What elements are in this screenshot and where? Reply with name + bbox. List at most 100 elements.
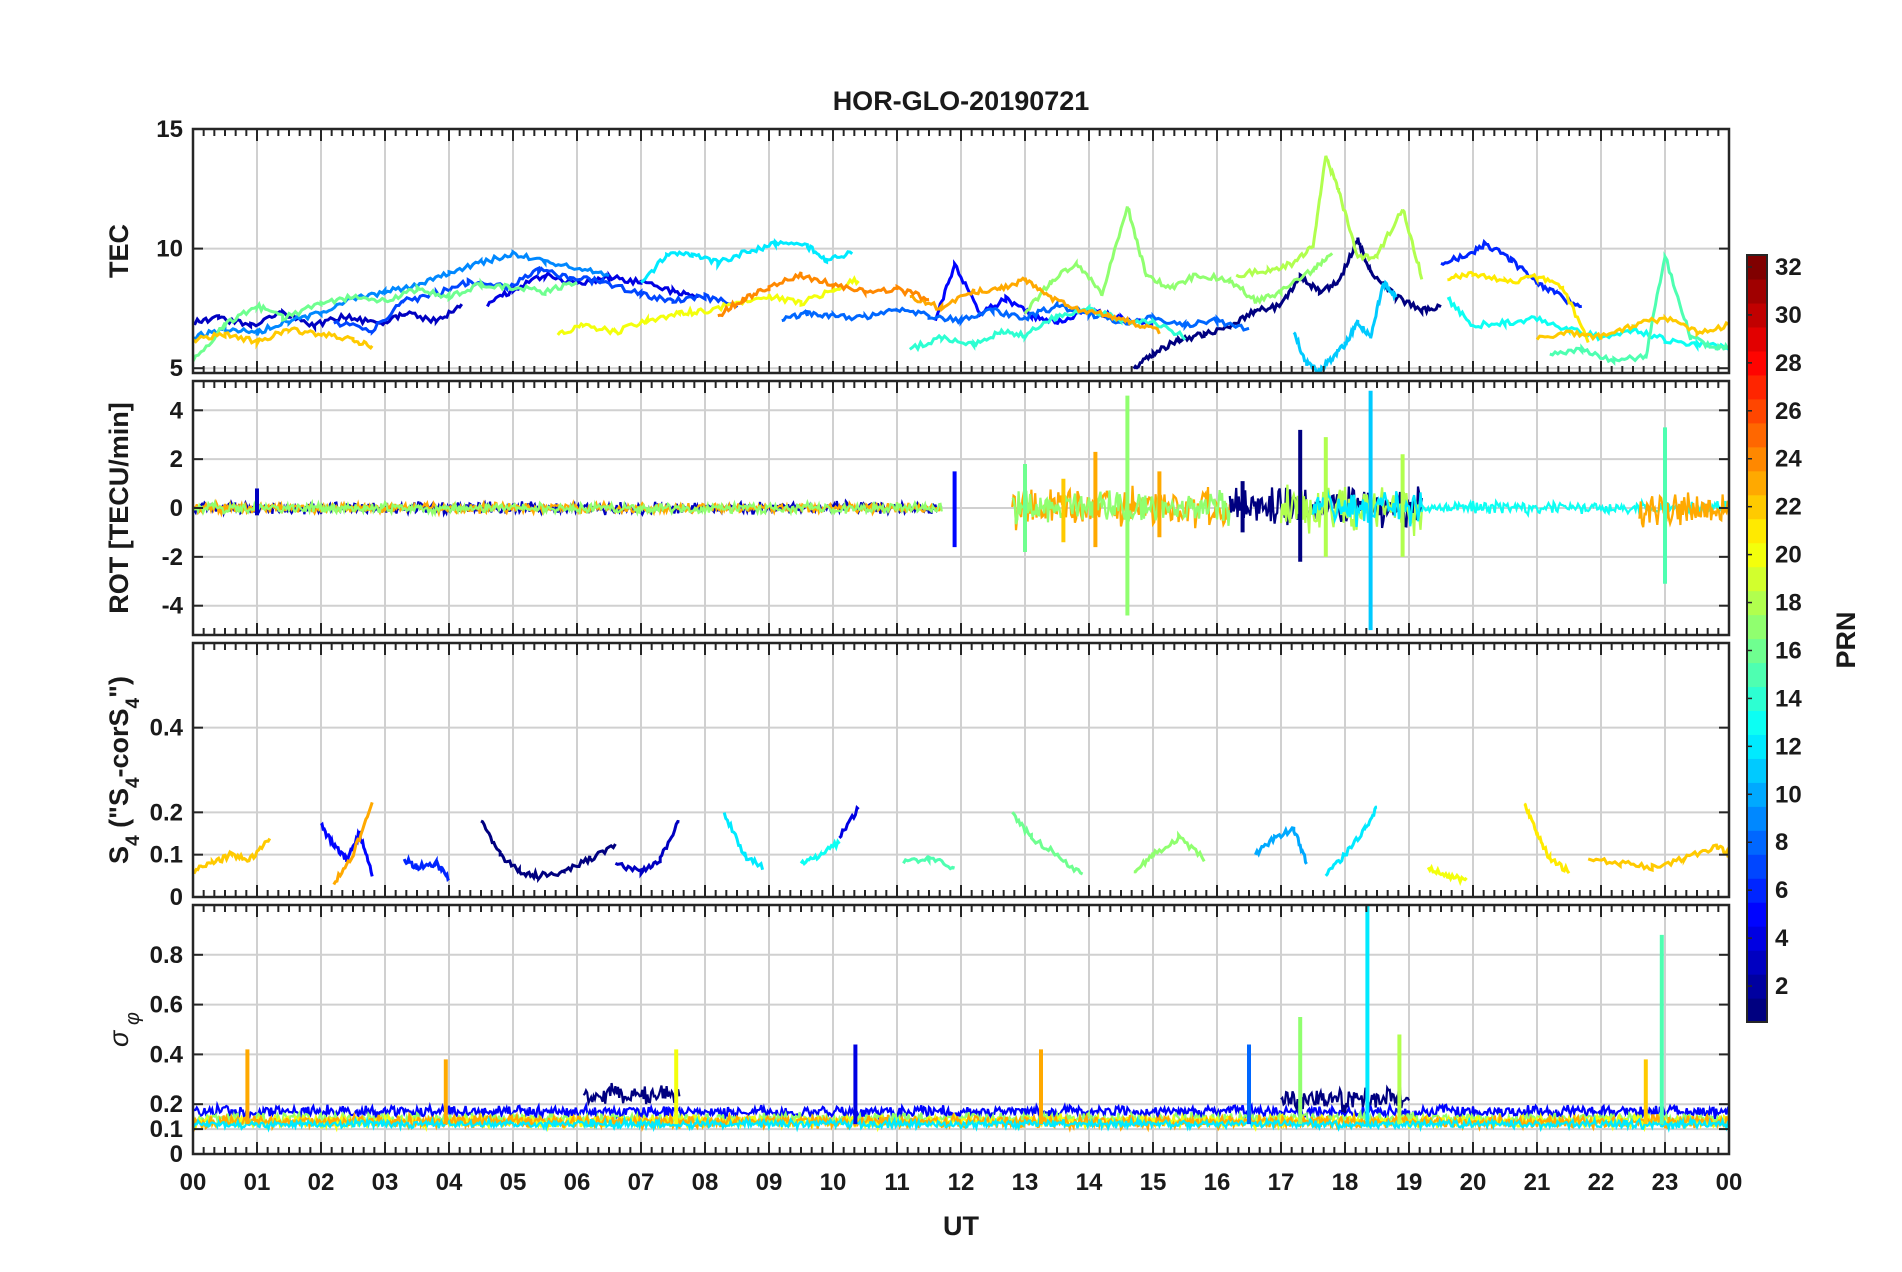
noise-band — [582, 1082, 681, 1107]
colorbar-frame — [1746, 254, 1768, 1023]
series-prn-15 — [1549, 251, 1729, 366]
y-tick-label: 0 — [170, 1141, 183, 1168]
x-tick-label: 00 — [180, 1169, 207, 1196]
series-prn-20 — [1426, 863, 1468, 886]
colorbar-tick-label: 18 — [1775, 590, 1802, 617]
colorbar-segment — [1747, 566, 1767, 592]
y-axis-label-sigma: σ φ — [104, 1012, 144, 1047]
y-axis-label-s4: S4 ("S4-corS4") — [104, 676, 144, 864]
x-tick-label: 06 — [564, 1169, 591, 1196]
series-prn-22 — [1535, 313, 1729, 342]
colorbar-segment — [1747, 326, 1767, 352]
colorbar-tick-label: 4 — [1775, 925, 1789, 952]
plot-area-s4 — [193, 801, 1729, 886]
y-tick-label: 0.4 — [150, 1041, 184, 1068]
series-prn-23 — [909, 276, 1161, 335]
series-prn-24 — [717, 271, 930, 318]
colorbar-tick-label: 2 — [1775, 973, 1788, 1000]
colorbar-tick-label: 26 — [1775, 398, 1802, 425]
series-prn-17 — [1133, 830, 1206, 874]
y-tick-label: 5 — [170, 355, 183, 382]
colorbar-segment — [1747, 902, 1767, 927]
colorbar-segment — [1747, 638, 1767, 664]
series-prn-1 — [1132, 237, 1442, 370]
colorbar-segment — [1747, 590, 1767, 616]
colorbar-segment — [1747, 374, 1767, 400]
colorbar-segment — [1747, 494, 1767, 520]
series-prn-3 — [193, 303, 464, 333]
colorbar-tick-label: 12 — [1775, 733, 1802, 760]
y-tick-label: 0 — [170, 884, 183, 911]
x-axis-label: UT — [943, 1211, 979, 1241]
x-tick-label: 15 — [1140, 1169, 1167, 1196]
panel-s4: 0 0.1 0.2 0.4S4 ("S4-corS4") — [104, 641, 1731, 911]
y-tick-label: 0.2 — [150, 799, 183, 826]
colorbar-segment — [1747, 974, 1767, 999]
x-tick-label: 16 — [1204, 1169, 1231, 1196]
colorbar-tick-label: 20 — [1775, 542, 1802, 569]
x-tick-label: 03 — [372, 1169, 399, 1196]
chart-title: HOR-GLO-20190721 — [833, 86, 1090, 116]
colorbar-tick-label: 16 — [1775, 637, 1802, 664]
colorbar-segment — [1747, 614, 1767, 640]
x-tick-label: 21 — [1524, 1169, 1551, 1196]
series-prn-17 — [1023, 206, 1334, 315]
series-prn-20 — [556, 275, 860, 336]
y-tick-label: 0.8 — [150, 942, 183, 969]
colorbar-segment — [1747, 806, 1767, 831]
colorbar-segment — [1747, 758, 1767, 783]
y-tick-label: 10 — [156, 236, 183, 263]
colorbar-segment — [1747, 422, 1767, 448]
series-prn-22 — [1587, 843, 1729, 873]
x-tick-label: 23 — [1652, 1169, 1679, 1196]
series-prn-4 — [838, 805, 860, 839]
series-prn-9 — [193, 249, 610, 342]
colorbar-segment — [1747, 878, 1767, 903]
y-tick-label: 2 — [170, 446, 183, 473]
x-tick-label: 07 — [628, 1169, 655, 1196]
x-tick-label: 14 — [1076, 1169, 1103, 1196]
x-tick-label: 01 — [244, 1169, 271, 1196]
noise-band — [193, 1115, 1729, 1133]
y-tick-label: 0.1 — [150, 842, 183, 869]
x-tick-label: 12 — [948, 1169, 975, 1196]
series-prn-23 — [332, 801, 374, 886]
colorbar-label: PRN — [1831, 611, 1861, 668]
series-prn-12 — [640, 237, 854, 284]
colorbar-segment — [1747, 302, 1767, 328]
panel-sigma: 00.10.2 0.4 0.6 0.8 σ φ — [104, 903, 1731, 1168]
colorbar-tick-label: 32 — [1775, 254, 1802, 281]
series-prn-22 — [193, 326, 374, 350]
x-tick-label: 05 — [500, 1169, 527, 1196]
y-axis-label-tec: TEC — [104, 224, 134, 278]
colorbar-tick-label: 10 — [1775, 781, 1802, 808]
panel-rot: -4 -2 0 2 4 ROT [TECU/min] — [104, 379, 1731, 637]
colorbar-segment — [1747, 782, 1767, 807]
y-tick-label: 0.1 — [150, 1116, 183, 1143]
y-tick-label: 4 — [170, 397, 184, 424]
x-tick-label: 10 — [820, 1169, 847, 1196]
y-tick-label: -4 — [162, 593, 184, 620]
colorbar-segment — [1747, 662, 1767, 688]
noise-band — [1280, 1084, 1410, 1114]
colorbar-segment — [1747, 926, 1767, 951]
noise-band — [193, 1100, 1729, 1123]
series-prn-22 — [193, 837, 272, 875]
colorbar-segment — [1747, 734, 1767, 759]
plot-area-tec — [193, 155, 1729, 373]
colorbar-segment — [1747, 686, 1767, 712]
y-tick-label: 0.2 — [150, 1091, 183, 1118]
colorbar-tick-label: 24 — [1775, 446, 1802, 473]
colorbar-tick-label: 30 — [1775, 302, 1802, 329]
plot-area-rot — [193, 390, 1729, 631]
noise-band — [193, 498, 943, 518]
x-tick-label: 19 — [1396, 1169, 1423, 1196]
series-prn-14 — [908, 303, 1187, 353]
colorbar-segment — [1747, 446, 1767, 472]
series-prn-12 — [1324, 805, 1378, 877]
series-prn-18 — [1235, 155, 1424, 280]
colorbar-segment — [1747, 398, 1767, 424]
colorbar-segment — [1747, 470, 1767, 496]
series-prn-10 — [1254, 825, 1308, 865]
